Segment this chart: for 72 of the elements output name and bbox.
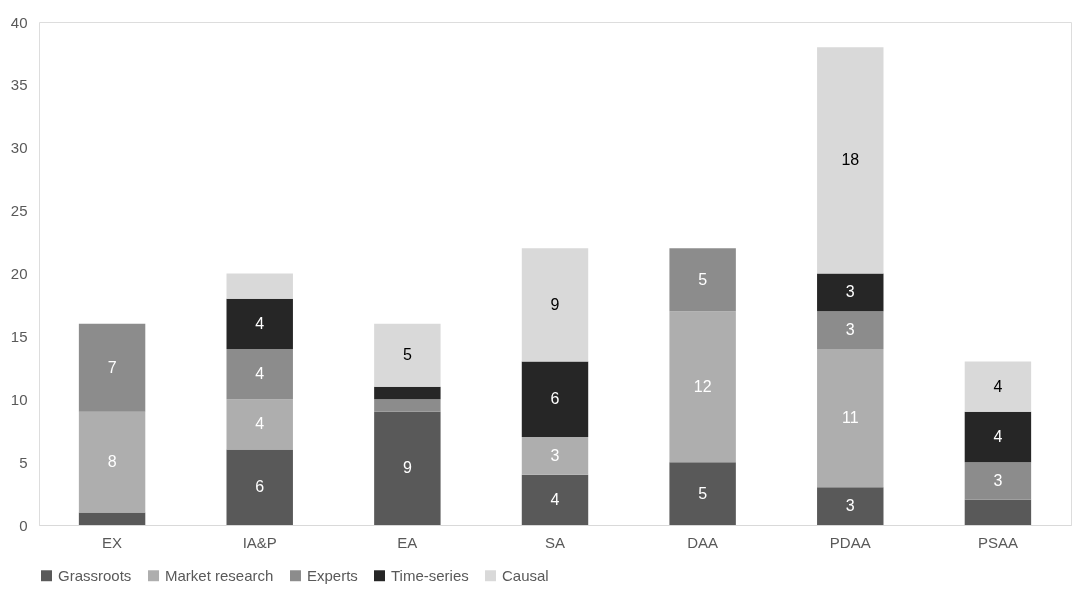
bar — [817, 348, 884, 488]
bar — [226, 348, 293, 400]
legend-label: Grassroots — [58, 566, 132, 584]
data-label: 3 — [993, 471, 1003, 489]
bar — [817, 47, 884, 274]
bar — [226, 298, 293, 349]
data-label: 4 — [255, 365, 265, 383]
bar — [78, 411, 146, 513]
x-tick-label: PSAA — [977, 533, 1018, 551]
data-label: 4 — [993, 427, 1003, 445]
data-label: 5 — [698, 270, 708, 288]
bar — [374, 411, 441, 525]
bar — [669, 248, 736, 312]
data-label: 4 — [993, 377, 1003, 395]
bar — [226, 399, 293, 450]
data-label: 4 — [255, 314, 265, 332]
data-label: 5 — [698, 484, 708, 502]
data-label: 4 — [550, 490, 560, 508]
data-label: 3 — [845, 283, 855, 301]
bar — [374, 386, 441, 400]
x-tick-label: EX — [102, 533, 123, 551]
data-label: 6 — [255, 478, 265, 496]
bar — [964, 411, 1032, 463]
y-tick-label: 10 — [10, 390, 28, 408]
bar — [964, 361, 1032, 412]
y-tick-label: 30 — [10, 139, 28, 157]
bar — [374, 323, 441, 387]
data-label: 3 — [845, 321, 855, 339]
legend-label: Time-series — [391, 566, 469, 584]
y-tick-label: 0 — [19, 516, 28, 534]
data-label: 4 — [255, 415, 265, 433]
y-tick-label: 5 — [19, 453, 28, 471]
legend-label: Experts — [307, 566, 358, 584]
x-tick-label: SA — [544, 533, 566, 551]
legend-label: Market research — [165, 566, 274, 584]
x-tick-label: IA&P — [242, 533, 277, 551]
bar — [669, 462, 736, 525]
data-label: 3 — [845, 497, 855, 515]
data-label: 6 — [550, 390, 560, 408]
x-tick-label: PDAA — [829, 533, 871, 551]
bar — [78, 323, 146, 412]
data-label: 18 — [841, 151, 860, 169]
bar — [374, 399, 441, 412]
data-label: 8 — [107, 453, 117, 471]
legend-label: Causal — [502, 566, 549, 584]
data-label: 11 — [841, 409, 859, 427]
data-label: 3 — [550, 446, 560, 464]
data-label: 5 — [402, 346, 412, 364]
x-tick-label: DAA — [687, 533, 719, 551]
bar — [226, 449, 293, 525]
data-label: 9 — [402, 459, 412, 477]
data-label: 9 — [550, 295, 560, 313]
bar — [521, 436, 589, 475]
bar — [521, 361, 589, 437]
bar — [817, 487, 884, 525]
bar — [226, 273, 293, 299]
bar — [817, 311, 884, 349]
bar — [964, 462, 1032, 500]
y-tick-label: 35 — [10, 76, 28, 94]
y-tick-label: 20 — [10, 265, 28, 282]
bar — [78, 512, 146, 525]
y-tick-label: 40 — [10, 13, 28, 31]
data-label: 12 — [693, 377, 712, 395]
bar — [521, 248, 589, 362]
x-tick-label: EA — [397, 533, 418, 551]
data-label: 7 — [107, 358, 117, 376]
y-tick-label: 25 — [10, 202, 28, 220]
bar — [669, 311, 736, 463]
bar — [521, 474, 589, 525]
y-tick-label: 15 — [10, 327, 28, 345]
bar — [817, 273, 884, 312]
bar — [964, 499, 1032, 525]
